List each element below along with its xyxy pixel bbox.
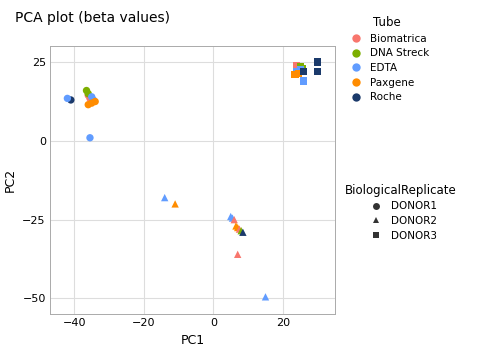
Point [86,135,94,141]
Point [293,69,301,75]
Point [237,228,245,233]
Point [171,201,179,207]
Point [296,67,304,73]
Point [298,66,306,71]
Point [232,223,240,229]
Point [314,59,322,65]
Point [88,100,96,106]
Point [84,92,92,98]
Point [67,97,75,103]
Point [234,251,241,257]
Point [300,78,308,84]
Legend: Biomatrica, DNA Streck, EDTA, Paxgene, Roche: Biomatrica, DNA Streck, EDTA, Paxgene, R… [345,16,430,102]
Point [84,102,92,107]
Point [88,94,96,100]
Point [90,97,98,103]
Text: PCA plot (beta values): PCA plot (beta values) [15,11,170,25]
Point [228,215,236,221]
Point [160,195,168,201]
Point [226,213,234,219]
Point [82,88,90,94]
Point [262,294,270,300]
Point [91,99,99,104]
Point [291,72,299,77]
Point [314,69,322,75]
Legend: DONOR1, DONOR2, DONOR3: DONOR1, DONOR2, DONOR3 [345,184,457,241]
Point [86,96,94,101]
Point [300,69,308,75]
Point [234,225,241,230]
Point [239,230,247,235]
X-axis label: PC1: PC1 [180,334,204,347]
Point [236,226,244,232]
Point [296,64,304,70]
Point [84,91,92,96]
Point [230,217,238,222]
Point [64,96,72,101]
Point [293,62,301,68]
Y-axis label: PC2: PC2 [4,168,17,192]
Point [294,70,302,76]
